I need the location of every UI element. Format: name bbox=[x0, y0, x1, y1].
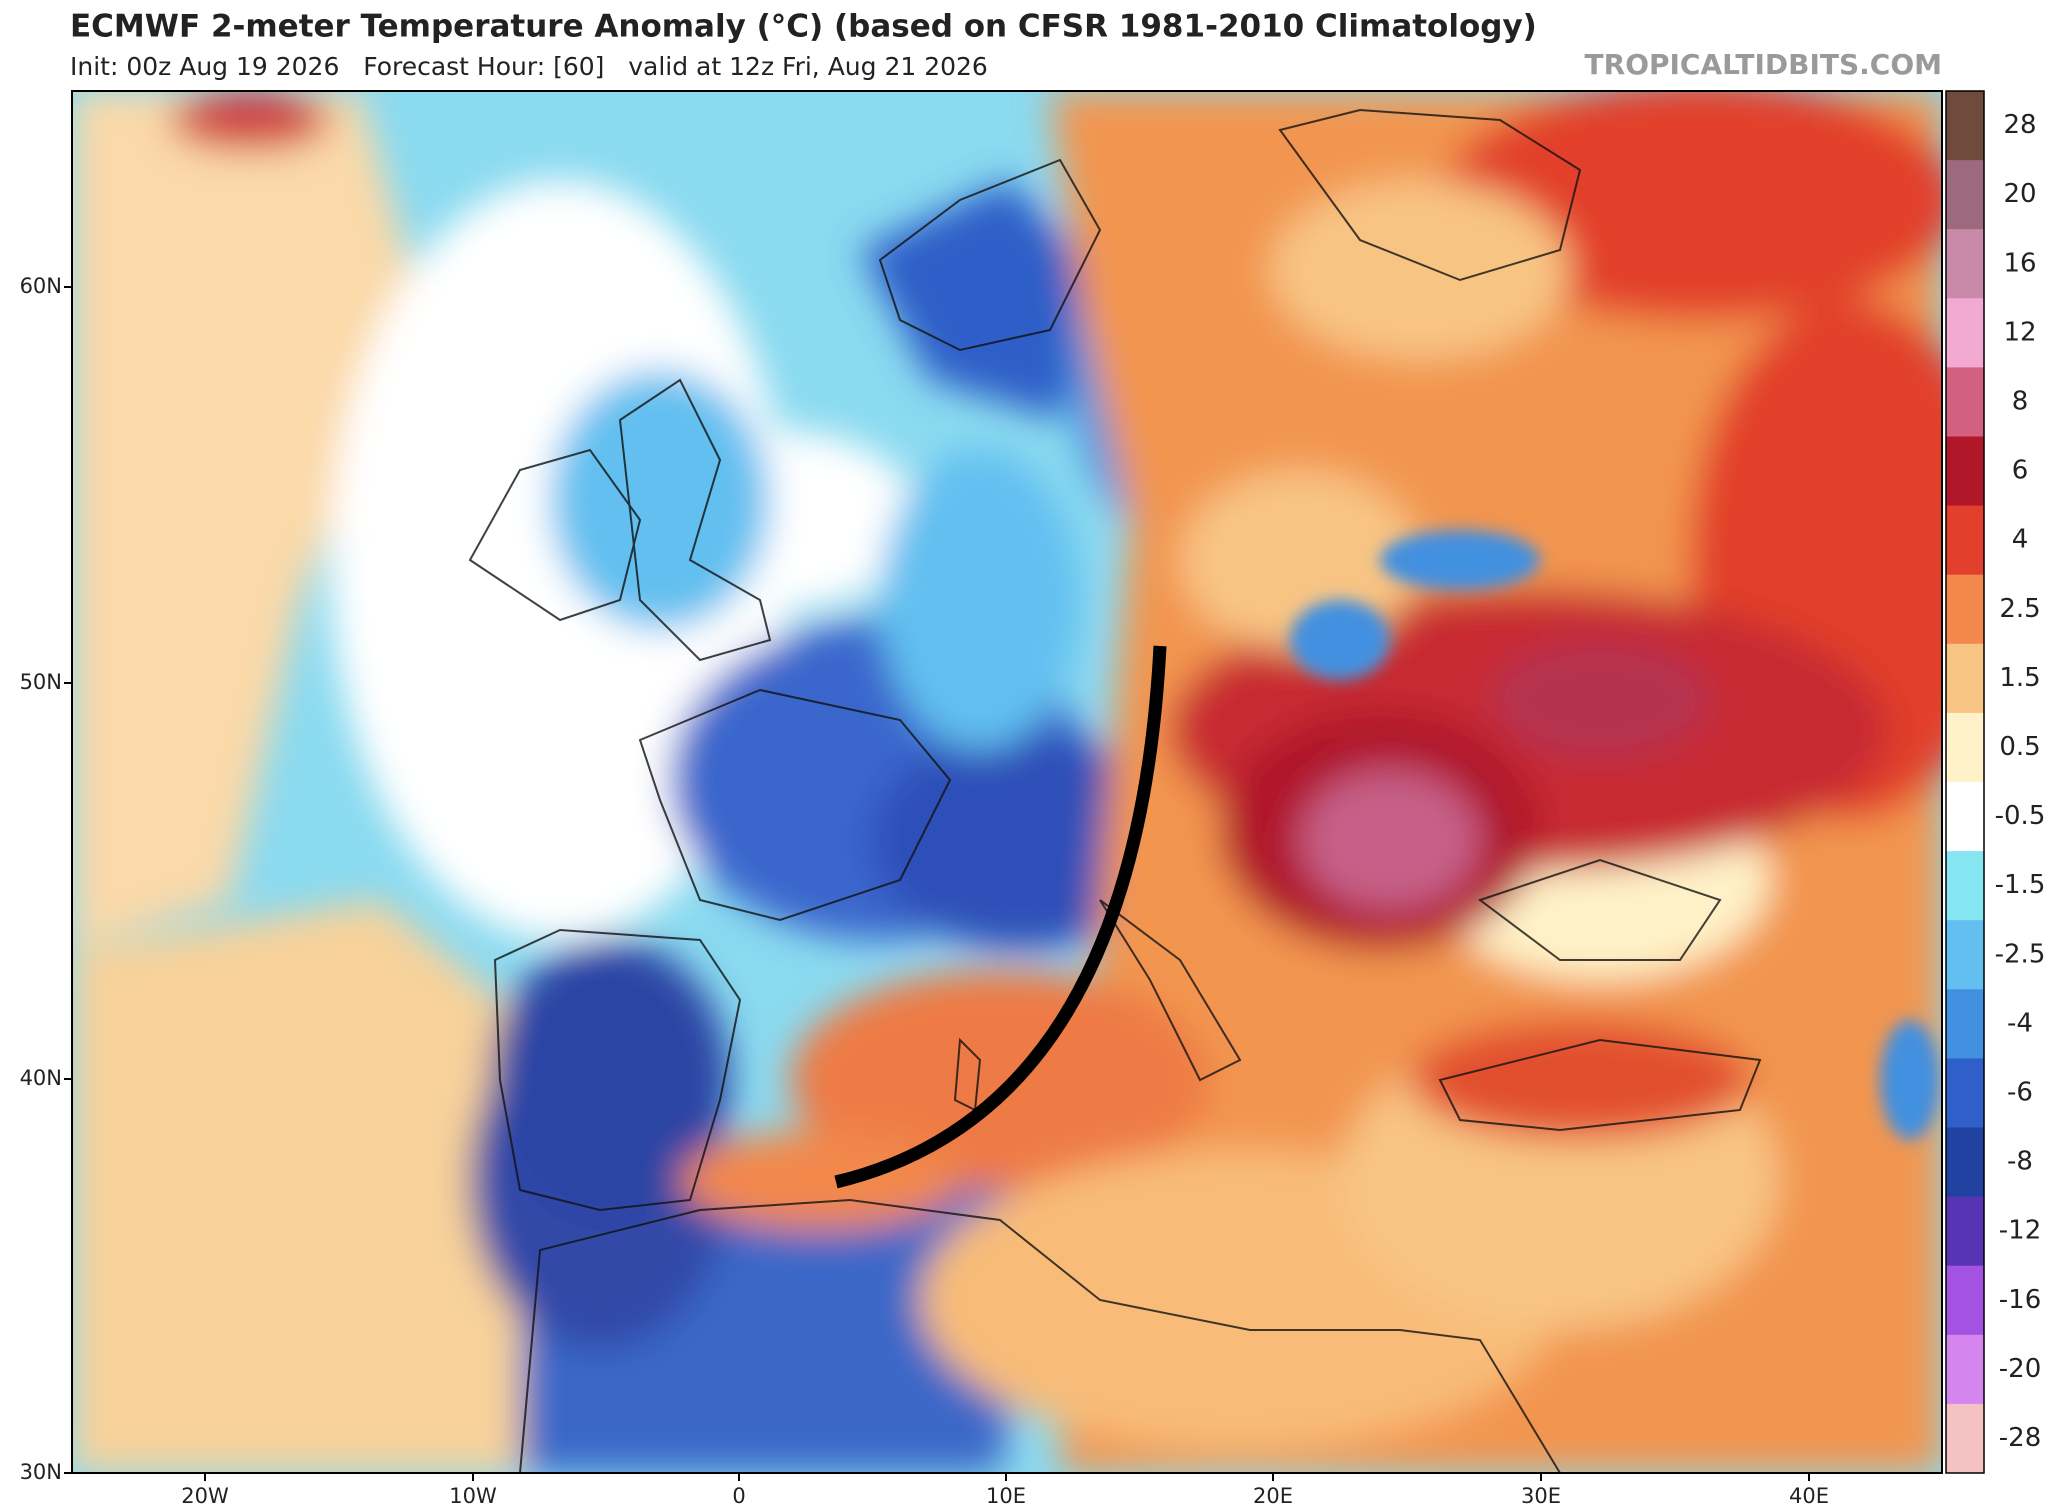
colorbar-label: -2.5 bbox=[1995, 939, 2046, 969]
colorbar-segment bbox=[1946, 298, 1984, 368]
subtitle: Init: 00z Aug 19 2026 Forecast Hour: [60… bbox=[70, 52, 988, 81]
colorbar-segment bbox=[1946, 1127, 1984, 1198]
colorbar-segment bbox=[1946, 782, 1984, 852]
colorbar-label: 20 bbox=[2003, 179, 2036, 209]
colorbar-label: 0.5 bbox=[1999, 732, 2040, 762]
longitude-label: 10W bbox=[449, 1484, 497, 1508]
colorbar-label: 6 bbox=[2012, 456, 2029, 486]
colorbar-segment bbox=[1946, 436, 1984, 507]
colorbar-segment bbox=[1946, 851, 1984, 921]
colorbar-label: -12 bbox=[1999, 1216, 2041, 1246]
longitude-label: 0 bbox=[732, 1484, 745, 1508]
colorbar-label: -8 bbox=[2007, 1147, 2033, 1177]
colorbar-label: 1.5 bbox=[1999, 663, 2040, 693]
colorbar-segment bbox=[1946, 1334, 1984, 1405]
colorbar-segment bbox=[1946, 1403, 1984, 1474]
colorbar-label: 12 bbox=[2003, 317, 2036, 347]
colorbar-label: 4 bbox=[2012, 525, 2029, 555]
colorbar-label: -28 bbox=[1999, 1423, 2041, 1453]
colorbar-segment bbox=[1946, 989, 1984, 1059]
longitude-label: 30E bbox=[1521, 1484, 1561, 1508]
colorbar-segment bbox=[1946, 91, 1984, 161]
latitude-label: 50N bbox=[20, 670, 62, 694]
colorbar-label: 8 bbox=[2012, 386, 2029, 416]
colorbar-segment bbox=[1946, 920, 1984, 990]
colorbar-label: -6 bbox=[2007, 1077, 2033, 1107]
colorbar-segment bbox=[1946, 1265, 1984, 1336]
longitude-label: 20W bbox=[181, 1484, 229, 1508]
watermark: TROPICALTIDBITS.COM bbox=[1585, 48, 1942, 81]
colorbar-label: 2.5 bbox=[1999, 594, 2040, 624]
colorbar-label: -16 bbox=[1999, 1285, 2041, 1315]
longitude-labels: 20W 10W 0 10E 20E 30E 40E bbox=[181, 1473, 1829, 1508]
anomaly-shading bbox=[72, 91, 1942, 1473]
colorbar-segment bbox=[1946, 712, 1984, 783]
colorbar-segment bbox=[1946, 574, 1984, 645]
colorbar-segment bbox=[1946, 160, 1984, 230]
colorbar-label: 28 bbox=[2003, 110, 2036, 140]
colorbar-label: -0.5 bbox=[1995, 801, 2046, 831]
latitude-label: 40N bbox=[20, 1066, 62, 1090]
longitude-label: 40E bbox=[1789, 1484, 1829, 1508]
longitude-label: 20E bbox=[1253, 1484, 1293, 1508]
longitude-label: 10E bbox=[986, 1484, 1026, 1508]
colorbar-segment bbox=[1946, 643, 1984, 714]
colorbar-label: 16 bbox=[2003, 248, 2036, 278]
colorbar-segment bbox=[1946, 367, 1984, 437]
colorbar-frame bbox=[1945, 90, 1985, 1474]
colorbar-segment bbox=[1946, 1196, 1984, 1267]
colorbar-segment bbox=[1946, 1058, 1984, 1128]
colorbar: 28 20 16 12 8 6 4 2.5 1.5 0.5 -0.5 -1.5 -2.5 -4 -6 -8 -1… bbox=[1945, 90, 2046, 1474]
annotation-arc bbox=[834, 645, 1167, 1189]
colorbar-segment bbox=[1946, 229, 1984, 299]
title: ECMWF 2-meter Temperature Anomaly (°C) (… bbox=[70, 9, 1537, 45]
colorbar-label: -4 bbox=[2007, 1008, 2033, 1038]
latitude-label: 30N bbox=[20, 1460, 62, 1484]
latitude-labels: 60N 50N 40N 30N bbox=[20, 274, 72, 1484]
colorbar-segment bbox=[1946, 505, 1984, 576]
colorbar-label: -20 bbox=[1999, 1354, 2041, 1384]
map-field bbox=[72, 91, 1942, 1473]
latitude-label: 60N bbox=[20, 274, 62, 298]
colorbar-label: -1.5 bbox=[1995, 870, 2046, 900]
cool-patches bbox=[1290, 530, 1940, 1140]
coastlines bbox=[468, 108, 1762, 1473]
